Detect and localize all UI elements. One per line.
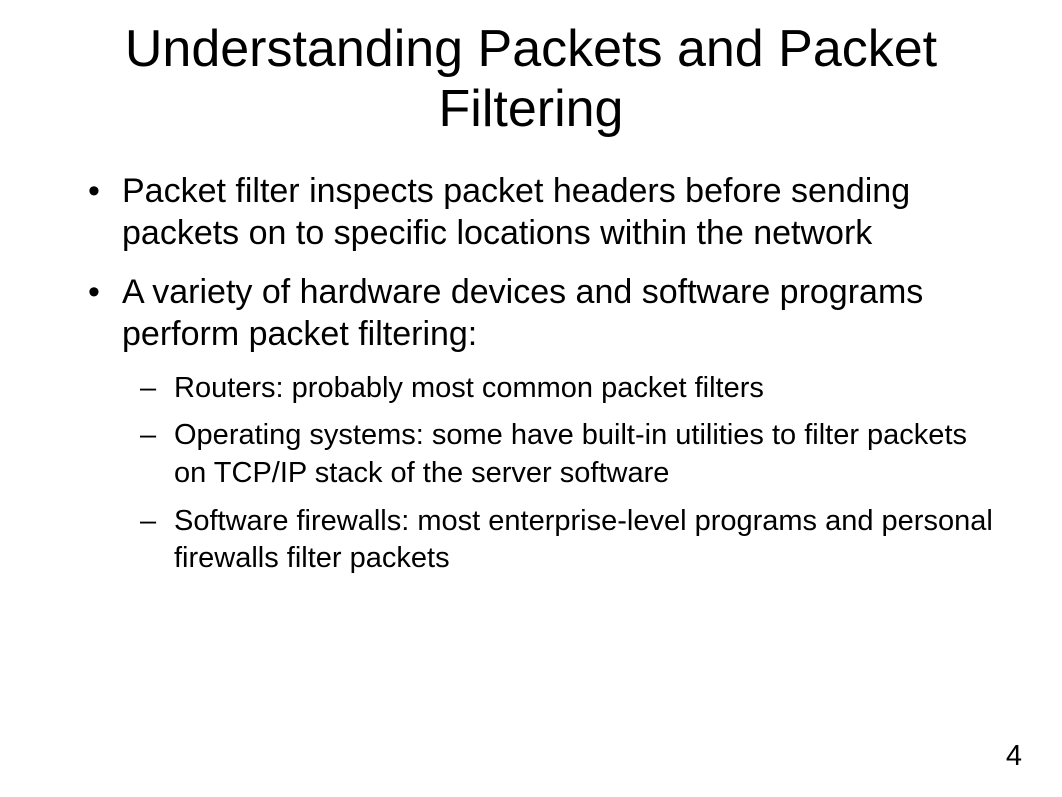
sub-bullet-item: Software firewalls: most enterprise-leve…	[122, 503, 1002, 578]
sub-bullet-text: Operating systems: some have built-in ut…	[174, 419, 967, 489]
bullet-item: Packet filter inspects packet headers be…	[80, 170, 1002, 255]
bullet-text: A variety of hardware devices and softwa…	[122, 273, 923, 354]
sub-bullet-text: Software firewalls: most enterprise-leve…	[174, 505, 993, 575]
sub-bullet-text: Routers: probably most common packet fil…	[174, 372, 764, 404]
sub-bullet-item: Operating systems: some have built-in ut…	[122, 417, 1002, 492]
page-number: 4	[1006, 740, 1022, 773]
sub-bullet-list: Routers: probably most common packet fil…	[122, 370, 1002, 578]
bullet-text: Packet filter inspects packet headers be…	[122, 172, 910, 253]
sub-bullet-item: Routers: probably most common packet fil…	[122, 370, 1002, 408]
slide-content: Packet filter inspects packet headers be…	[60, 170, 1002, 578]
slide-title: Understanding Packets and Packet Filteri…	[60, 20, 1002, 140]
slide-container: Understanding Packets and Packet Filteri…	[0, 0, 1062, 797]
bullet-item: A variety of hardware devices and softwa…	[80, 271, 1002, 578]
main-bullet-list: Packet filter inspects packet headers be…	[80, 170, 1002, 578]
